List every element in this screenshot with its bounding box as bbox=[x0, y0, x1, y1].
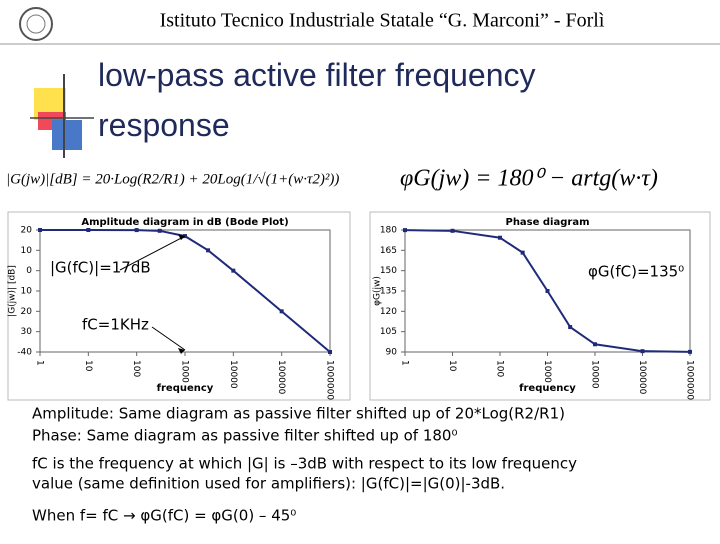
body-line: fC is the frequency at which |G| is –3dB… bbox=[32, 455, 577, 473]
data-point bbox=[403, 228, 407, 233]
body-line: value (same definition used for amplifie… bbox=[32, 475, 505, 493]
x-tick-label: 10000 bbox=[228, 360, 238, 389]
y-tick-label: -40 bbox=[17, 348, 32, 358]
x-tick-label: 1 bbox=[400, 360, 410, 366]
y-tick-label: 30 bbox=[21, 327, 33, 337]
y-axis-label: φG(jw) bbox=[373, 276, 383, 306]
x-tick-label: 1000 bbox=[542, 360, 552, 383]
y-tick-label: 90 bbox=[386, 348, 398, 358]
data-point bbox=[450, 228, 455, 233]
body-line: When f= fC → φG(fC) = φG(0) – 45⁰ bbox=[32, 507, 296, 525]
deco-blue bbox=[52, 120, 82, 150]
data-point bbox=[688, 349, 692, 354]
annotation-arrow bbox=[119, 235, 186, 271]
amplitude-panel bbox=[7, 211, 351, 401]
arrow-head bbox=[178, 234, 185, 241]
x-tick-label: 100000 bbox=[637, 360, 647, 395]
y-tick-label: 10 bbox=[21, 287, 33, 297]
data-point bbox=[279, 309, 284, 314]
data-point bbox=[498, 235, 502, 240]
chart-title: Phase diagram bbox=[505, 217, 589, 228]
x-tick-label: 10000 bbox=[590, 360, 600, 389]
x-tick-label: 100 bbox=[495, 360, 505, 377]
formula-phase: φG(jw) = 180⁰ − artg(w·τ) bbox=[400, 166, 658, 192]
x-tick-label: 1000000 bbox=[685, 360, 695, 400]
formula-amplitude: |G(jw)|[dB] = 20·Log(R2/R1) + 20Log(1/√(… bbox=[6, 171, 339, 187]
data-point bbox=[206, 248, 211, 253]
annotation: φG(fC)=135⁰ bbox=[588, 263, 684, 281]
logo-inner bbox=[26, 14, 46, 34]
data-point bbox=[38, 228, 42, 232]
data-point bbox=[231, 268, 236, 273]
annotation: |G(fC)|=17dB bbox=[50, 259, 151, 277]
x-tick-label: 100000 bbox=[276, 360, 286, 395]
data-point bbox=[520, 250, 525, 255]
data-point bbox=[545, 289, 550, 293]
body-line: Amplitude: Same diagram as passive filte… bbox=[32, 405, 565, 423]
x-axis-label: frequency bbox=[157, 383, 214, 394]
y-tick-label: 150 bbox=[380, 266, 397, 276]
y-tick-label: 10 bbox=[21, 246, 33, 256]
phase-panel bbox=[369, 211, 711, 401]
title: low-pass active filter frequency respons… bbox=[98, 57, 536, 143]
x-tick-label: 1 bbox=[35, 360, 45, 366]
data-point bbox=[86, 228, 91, 232]
header: Istituto Tecnico Industriale Statale “G.… bbox=[160, 10, 605, 32]
y-tick-label: 180 bbox=[380, 226, 397, 236]
data-point bbox=[328, 350, 332, 354]
y-tick-label: 0 bbox=[26, 266, 32, 276]
x-axis-label: frequency bbox=[519, 383, 576, 394]
x-tick-label: 10 bbox=[83, 360, 93, 372]
arrow-head bbox=[178, 348, 185, 354]
y-axis-label: |G(jw)| [dB] bbox=[8, 265, 18, 317]
data-point bbox=[134, 228, 139, 233]
data-point bbox=[568, 325, 573, 330]
title-box: low-pass active filter frequency respons… bbox=[98, 57, 536, 143]
y-tick-label: 20 bbox=[21, 307, 33, 317]
chart-title: Amplitude diagram in dB (Bode Plot) bbox=[81, 217, 288, 228]
body-line: Phase: Same diagram as passive filter sh… bbox=[32, 427, 457, 445]
x-tick-label: 1000 bbox=[180, 360, 190, 383]
data-point bbox=[640, 349, 645, 354]
body-text: Amplitude: Same diagram as passive filte… bbox=[32, 405, 577, 525]
data-point bbox=[157, 228, 162, 233]
x-tick-label: 100 bbox=[131, 360, 141, 377]
logo bbox=[19, 7, 53, 41]
x-tick-label: 1000000 bbox=[325, 360, 335, 400]
y-tick-label: 120 bbox=[380, 307, 397, 317]
y-tick-label: 165 bbox=[380, 246, 397, 256]
y-tick-label: 105 bbox=[380, 327, 397, 337]
y-tick-label: 20 bbox=[21, 226, 33, 236]
x-tick-label: 10 bbox=[447, 360, 457, 372]
annotation: fC=1KHz bbox=[82, 316, 149, 334]
annotation-arrow bbox=[151, 326, 186, 351]
y-tick-label: 135 bbox=[380, 287, 397, 297]
data-point bbox=[593, 342, 597, 347]
